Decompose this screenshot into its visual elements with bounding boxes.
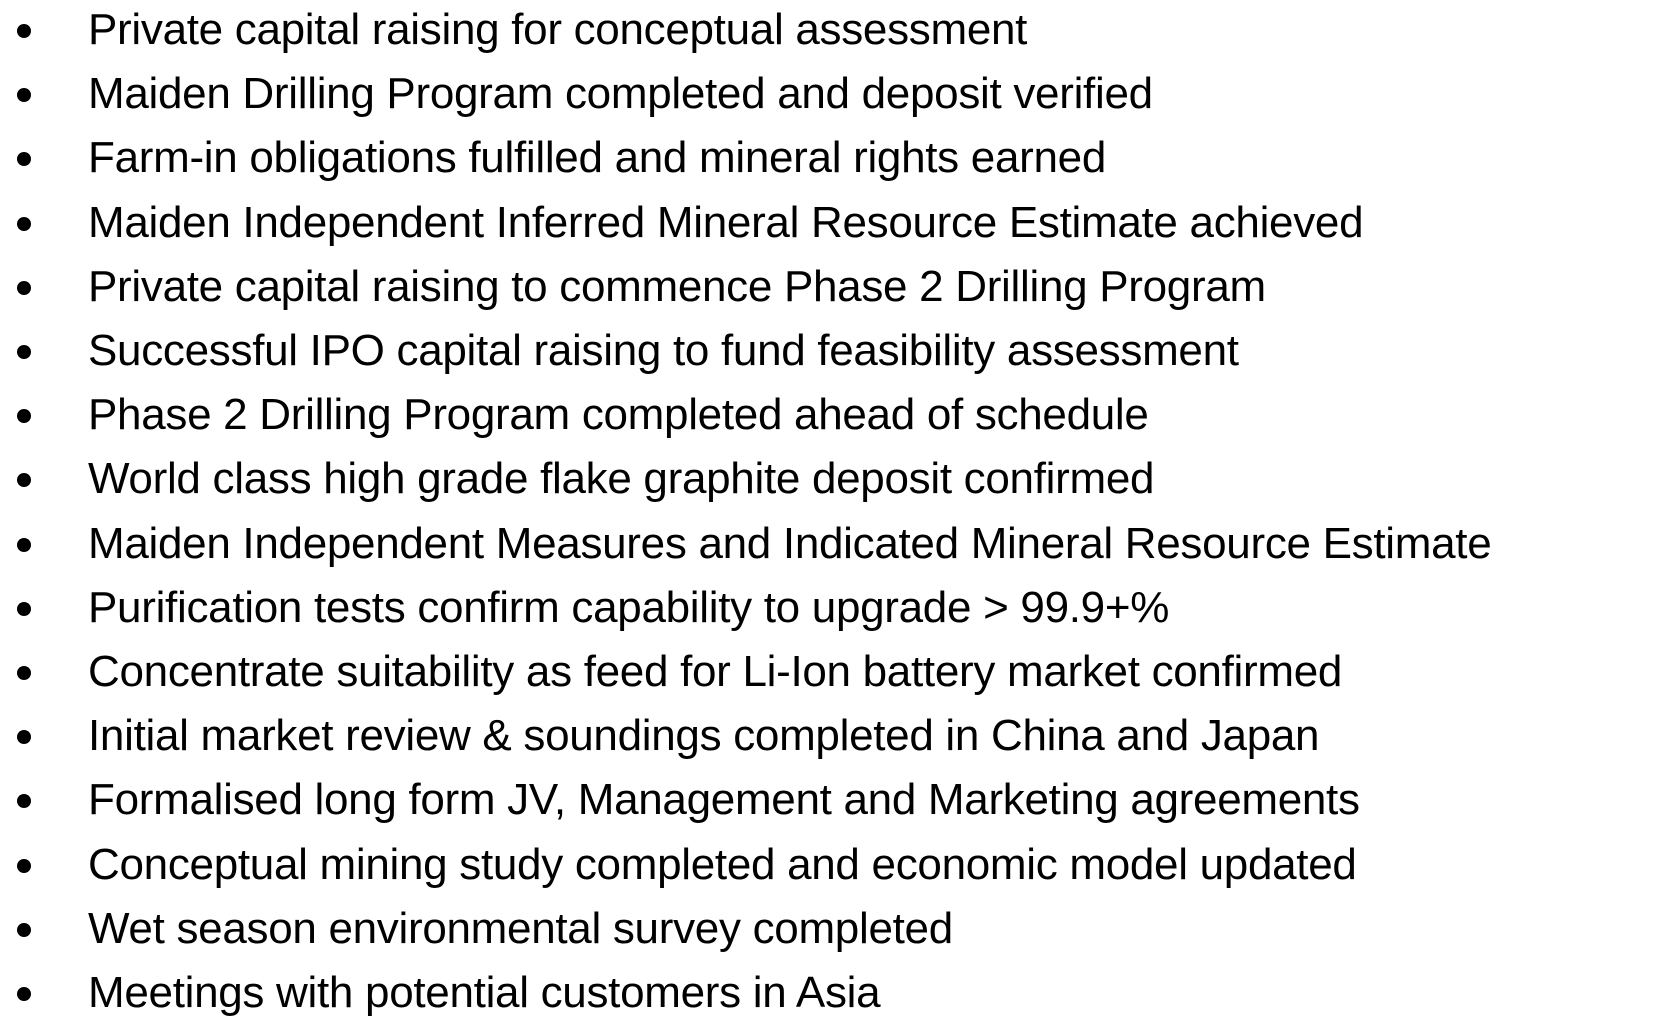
list-item: Initial market review & soundings comple… — [0, 706, 1675, 770]
item-text: Private capital raising for conceptual a… — [88, 5, 1028, 54]
list-item: Private capital raising for conceptual a… — [0, 0, 1675, 64]
item-text: Wet season environmental survey complete… — [88, 903, 953, 953]
item-text: Private capital raising to commence Phas… — [88, 261, 1266, 311]
item-text: Phase 2 Drilling Program completed ahead… — [88, 390, 1149, 440]
item-text: Conceptual mining study completed and ec… — [88, 839, 1357, 889]
bullet — [17, 858, 31, 873]
item-text: Initial market review & soundings comple… — [88, 711, 1320, 761]
item-text: Meetings with potential customers in Asi… — [88, 968, 881, 1017]
list-item: Formalised long form JV, Management and … — [0, 770, 1675, 834]
list-item: Conceptual mining study completed and ec… — [0, 835, 1675, 899]
list-item: Meetings with potential customers in Asi… — [0, 963, 1675, 1027]
bullet — [17, 409, 31, 424]
list-item: Maiden Independent Measures and Indicate… — [0, 514, 1675, 578]
bullet — [17, 88, 31, 103]
list-item: Successful IPO capital raising to fund f… — [0, 321, 1675, 385]
bullet — [17, 730, 31, 745]
item-text: Concentrate suitability as feed for Li-I… — [88, 647, 1343, 696]
list-item: Concentrate suitability as feed for Li-I… — [0, 642, 1675, 706]
item-text: Purification tests confirm capability to… — [88, 582, 1170, 632]
item-text: Maiden Independent Inferred Mineral Reso… — [88, 197, 1364, 247]
list-item: Maiden Independent Inferred Mineral Reso… — [0, 193, 1675, 257]
item-text: Formalised long form JV, Management and … — [88, 775, 1360, 825]
list-item: Phase 2 Drilling Program completed ahead… — [0, 385, 1675, 449]
bullet — [17, 601, 31, 616]
list-item: Private capital raising to commence Phas… — [0, 257, 1675, 321]
bullet — [17, 987, 31, 1001]
bullet — [17, 216, 31, 231]
item-text: Maiden Drilling Program completed and de… — [88, 69, 1153, 119]
bullet — [17, 537, 31, 552]
bullet — [17, 280, 31, 295]
list-item: Wet season environmental survey complete… — [0, 899, 1675, 963]
list-item: World class high grade flake graphite de… — [0, 449, 1675, 513]
list-item: Maiden Drilling Program completed and de… — [0, 64, 1675, 128]
item-text: Maiden Independent Measures and Indicate… — [88, 518, 1492, 568]
bullet — [17, 666, 31, 680]
list-item: Farm-in obligations fulfilled and minera… — [0, 128, 1675, 192]
bullet — [17, 152, 31, 167]
item-text: World class high grade flake graphite de… — [88, 454, 1155, 504]
bullet — [17, 922, 31, 937]
item-text: Farm-in obligations fulfilled and minera… — [88, 133, 1107, 183]
item-text: Successful IPO capital raising to fund f… — [88, 326, 1239, 375]
bullet — [17, 794, 31, 809]
bullet — [17, 24, 31, 38]
bullet — [17, 345, 31, 359]
list-item: Purification tests confirm capability to… — [0, 578, 1675, 642]
bullet — [17, 473, 31, 488]
